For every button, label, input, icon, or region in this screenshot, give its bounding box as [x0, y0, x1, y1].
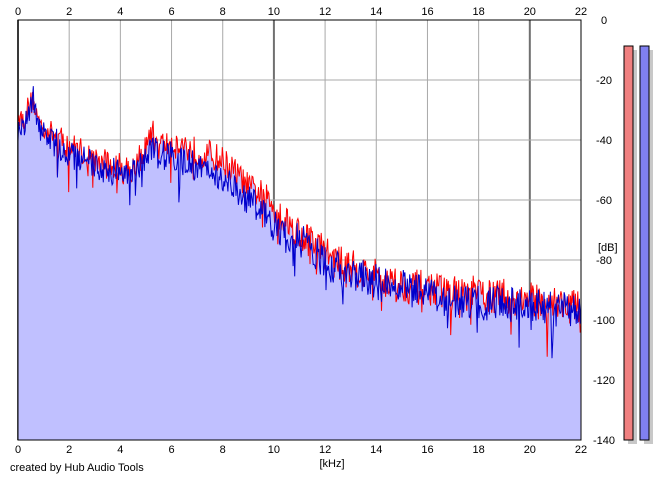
level-meter-right	[639, 45, 650, 441]
spectrum-series	[17, 86, 582, 359]
y-tick-label: -60	[596, 195, 612, 207]
y-tick-labels: 0 -20 -40 -60 -80 -100 -120 -140	[593, 15, 615, 447]
plot-border	[17, 19, 582, 441]
x-tick-label-bottom: 4	[117, 444, 123, 456]
plot-frame	[17, 19, 582, 441]
x-tick-label-top: 16	[421, 6, 433, 18]
x-tick-label-top: 22	[575, 6, 587, 18]
series-line-right	[17, 86, 582, 359]
y-tick-label: -100	[593, 315, 615, 327]
y-tick-label: -120	[593, 375, 615, 387]
x-tick-label-top: 0	[15, 6, 21, 18]
x-tick-label-bottom: 22	[575, 444, 587, 456]
y-tick-label: -140	[593, 435, 615, 447]
level-meters	[623, 45, 653, 444]
y-axis-label: [dB]	[598, 242, 618, 254]
x-axis-label: [kHz]	[319, 458, 344, 470]
x-tick-label-bottom: 14	[370, 444, 382, 456]
x-tick-label-top: 14	[370, 6, 382, 18]
series-line-left	[17, 92, 582, 357]
x-tick-label-bottom: 10	[268, 444, 280, 456]
x-tick-label-bottom: 2	[66, 444, 72, 456]
x-tick-label-top: 2	[66, 6, 72, 18]
y-tick-label: 0	[601, 15, 607, 27]
x-tick-label-bottom: 16	[421, 444, 433, 456]
spectrum-area	[18, 86, 581, 440]
x-tick-label-top: 6	[168, 6, 174, 18]
x-tick-labels-top: 0 2 4 6 8 10 12 14 16 18 20 22	[15, 6, 587, 18]
spectrum-fill	[18, 86, 581, 440]
x-tick-label-top: 4	[117, 6, 123, 18]
x-tick-label-bottom: 0	[15, 444, 21, 456]
x-tick-label-bottom: 6	[168, 444, 174, 456]
y-tick-label: -20	[596, 75, 612, 87]
x-tick-label-top: 12	[319, 6, 331, 18]
x-tick-label-bottom: 12	[319, 444, 331, 456]
x-tick-label-top: 10	[268, 6, 280, 18]
level-meter-left	[623, 45, 634, 441]
x-tick-label-top: 20	[524, 6, 536, 18]
credit-text: created by Hub Audio Tools	[10, 462, 144, 474]
x-tick-label-top: 8	[220, 6, 226, 18]
x-tick-label-top: 18	[473, 6, 485, 18]
x-tick-label-bottom: 18	[473, 444, 485, 456]
x-tick-label-bottom: 20	[524, 444, 536, 456]
x-tick-label-bottom: 8	[220, 444, 226, 456]
y-tick-label: -40	[596, 135, 612, 147]
x-tick-labels-bottom: 0 2 4 6 8 10 12 14 16 18 20 22	[15, 444, 587, 456]
y-tick-label: -80	[596, 255, 612, 267]
